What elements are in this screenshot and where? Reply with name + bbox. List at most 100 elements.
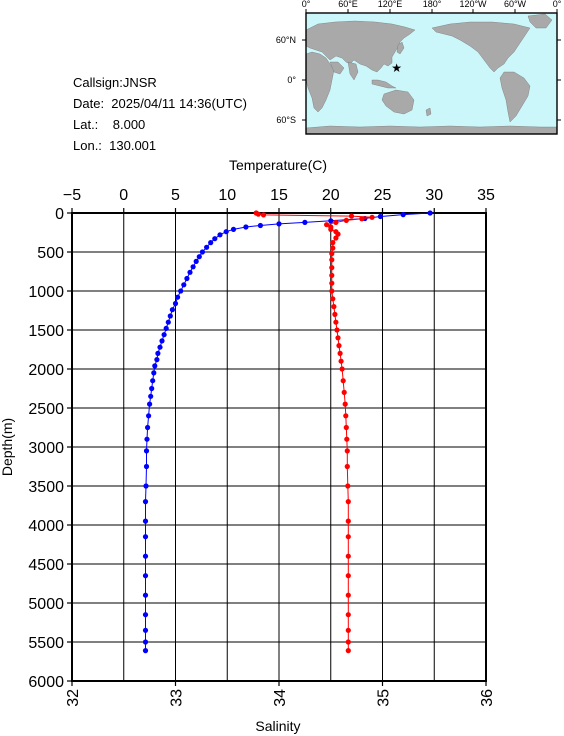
salinity-data-point xyxy=(333,219,339,225)
salinity-data-point xyxy=(340,378,346,384)
salinity-data-point xyxy=(344,463,350,470)
temperature-data-point xyxy=(302,219,308,225)
temperature-data-point xyxy=(142,573,149,579)
temperature-data-point xyxy=(328,218,334,224)
top-axis-tick-label: 25 xyxy=(374,187,392,204)
bottom-axis-title: Salinity xyxy=(255,718,300,734)
salinity-data-point xyxy=(330,296,336,302)
temperature-data-point xyxy=(155,350,161,356)
left-axis-tick-label: 500 xyxy=(37,245,64,262)
temperature-data-point xyxy=(400,212,406,218)
salinity-data-point xyxy=(345,639,351,645)
top-axis-title: Temperature(C) xyxy=(229,157,327,173)
left-axis-tick-label: 0 xyxy=(55,206,64,223)
top-axis-tick-label: 30 xyxy=(425,187,443,204)
temperature-data-point xyxy=(154,357,160,363)
longitude-text: Lon.: 130.001 xyxy=(73,138,157,153)
top-axis-tick-label: 15 xyxy=(270,187,288,204)
salinity-data-point xyxy=(334,327,340,333)
bottom-axis-tick-label: 34 xyxy=(272,689,289,707)
temperature-data-point xyxy=(143,483,149,489)
salinity-data-point xyxy=(345,518,351,524)
temperature-data-point xyxy=(276,221,282,227)
temperature-data-point xyxy=(142,534,149,540)
salinity-data-point xyxy=(328,226,334,232)
chart-axes: −5 0 5 10 15 20 25 30 35 32 33 34 35 36 0 500 1000 1500 20… xyxy=(28,187,496,707)
temperature-data-point xyxy=(169,307,175,313)
temperature-data-point xyxy=(159,338,165,344)
left-axis-tick-label: 5500 xyxy=(28,635,64,652)
salinity-data-point xyxy=(330,240,336,246)
temperature-data-point xyxy=(142,518,149,524)
left-axis-tick-label: 1500 xyxy=(28,323,64,340)
station-info: Callsign:JNSR Date: 2025/04/11 14:36(UTC… xyxy=(73,72,247,156)
salinity-data-point xyxy=(331,304,337,310)
temperature-data-point xyxy=(150,378,156,384)
bottom-axis-tick-label: 32 xyxy=(65,689,82,707)
bottom-axis-tick-label: 36 xyxy=(479,689,496,707)
salinity-data-point xyxy=(333,235,339,241)
salinity-data-point xyxy=(324,222,330,228)
left-axis-tick-label: 4000 xyxy=(28,518,64,535)
salinity-data-point xyxy=(345,592,351,598)
temperature-data-point xyxy=(163,325,169,331)
salinity-data-point xyxy=(339,366,345,372)
salinity-data-point xyxy=(329,272,335,278)
temperature-data-point xyxy=(142,592,149,598)
salinity-profile-line xyxy=(255,212,373,651)
top-axis-tick-label: −5 xyxy=(63,187,81,204)
latitude-text: Lat.: 8.000 xyxy=(73,117,146,132)
top-axis-tick-label: 0 xyxy=(119,187,128,204)
salinity-data-point xyxy=(330,245,336,251)
left-axis-tick-label: 4500 xyxy=(28,557,64,574)
temperature-data-point xyxy=(151,370,157,376)
salinity-data-point xyxy=(342,401,348,407)
salinity-data-point xyxy=(345,627,351,633)
salinity-data-point xyxy=(345,553,351,559)
left-axis-tick-label: 3500 xyxy=(28,479,64,496)
salinity-data-point xyxy=(345,499,351,505)
temperature-data-point xyxy=(172,300,179,307)
salinity-data-point xyxy=(345,534,351,540)
temperature-data-point xyxy=(142,612,149,618)
salinity-data-point xyxy=(341,389,347,395)
salinity-data-point xyxy=(338,358,344,364)
left-axis-tick-label: 2000 xyxy=(28,362,64,379)
salinity-data-point xyxy=(344,448,350,454)
salinity-data-point xyxy=(345,648,351,654)
temperature-data-point xyxy=(165,319,171,325)
temperature-data-point xyxy=(147,401,153,407)
date-text: Date: 2025/04/11 14:36(UTC) xyxy=(73,96,247,111)
salinity-data-point xyxy=(332,311,338,317)
salinity-data-point xyxy=(335,231,341,237)
salinity-data-point xyxy=(333,319,339,325)
temperature-data-point xyxy=(190,264,196,270)
callsign-text: Callsign:JNSR xyxy=(73,75,157,90)
temperature-data-point xyxy=(377,213,383,220)
temperature-data-point xyxy=(167,313,173,319)
temperature-data-point xyxy=(184,275,190,282)
top-axis-tick-label: 10 xyxy=(218,187,236,204)
temperature-data-point xyxy=(142,499,149,505)
chart-series xyxy=(142,210,433,654)
salinity-data-point xyxy=(348,213,355,219)
temperature-data-point xyxy=(157,344,163,350)
temperature-data-point xyxy=(257,222,263,229)
temperature-data-point xyxy=(223,229,229,235)
temperature-data-point xyxy=(175,294,181,300)
salinity-data-point xyxy=(345,573,351,579)
temperature-data-point xyxy=(143,463,150,470)
temperature-data-point xyxy=(199,249,205,255)
left-axis-tick-label: 6000 xyxy=(28,674,64,691)
temperature-data-point xyxy=(230,226,237,232)
temperature-data-point xyxy=(152,363,158,369)
top-axis-tick-label: 20 xyxy=(322,187,340,204)
bottom-axis-tick-label: 35 xyxy=(376,689,393,707)
salinity-data-point xyxy=(329,257,335,263)
salinity-data-point xyxy=(329,288,335,294)
temperature-data-point xyxy=(212,236,218,242)
temperature-data-point xyxy=(181,282,187,288)
temperature-data-point xyxy=(204,244,210,250)
temperature-data-point xyxy=(217,232,223,238)
